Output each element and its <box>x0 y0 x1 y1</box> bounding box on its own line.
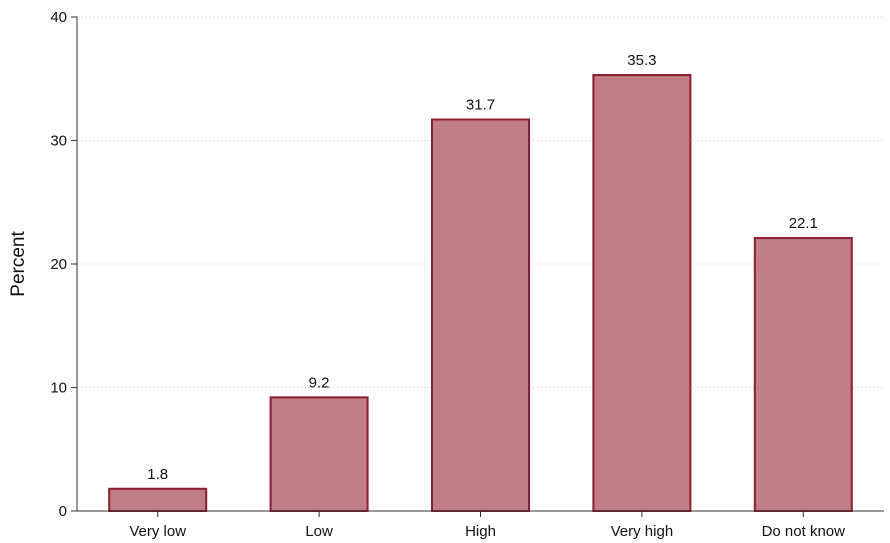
bar <box>592 74 692 512</box>
y-tick-label: 40 <box>50 9 67 26</box>
y-axis-label: Percent <box>8 231 29 297</box>
x-tick-label: High <box>465 523 496 540</box>
bar <box>269 396 369 513</box>
y-tick-label: 30 <box>50 133 67 150</box>
data-label: 35.3 <box>627 52 656 69</box>
x-tick-label: Very low <box>129 523 186 540</box>
bars <box>108 74 853 513</box>
x-ticks: Very low Low High Very high Do not know <box>129 511 845 540</box>
y-tick-label: 20 <box>50 256 67 273</box>
x-tick-label: Low <box>305 523 333 540</box>
bar <box>108 487 208 512</box>
grid-lines <box>77 16 884 388</box>
y-tick-label: 10 <box>50 380 67 397</box>
data-labels: 1.8 9.2 31.7 35.3 22.1 <box>147 52 818 483</box>
data-label: 9.2 <box>309 374 330 391</box>
data-label: 22.1 <box>789 215 818 232</box>
x-tick-label: Very high <box>611 523 674 540</box>
bar <box>431 118 530 512</box>
x-tick-label: Do not know <box>762 523 846 540</box>
data-label: 31.7 <box>466 97 495 114</box>
y-ticks: 0 10 20 30 40 <box>50 9 77 520</box>
bar <box>753 237 853 512</box>
data-label: 1.8 <box>147 466 168 483</box>
y-tick-label: 0 <box>59 503 67 520</box>
